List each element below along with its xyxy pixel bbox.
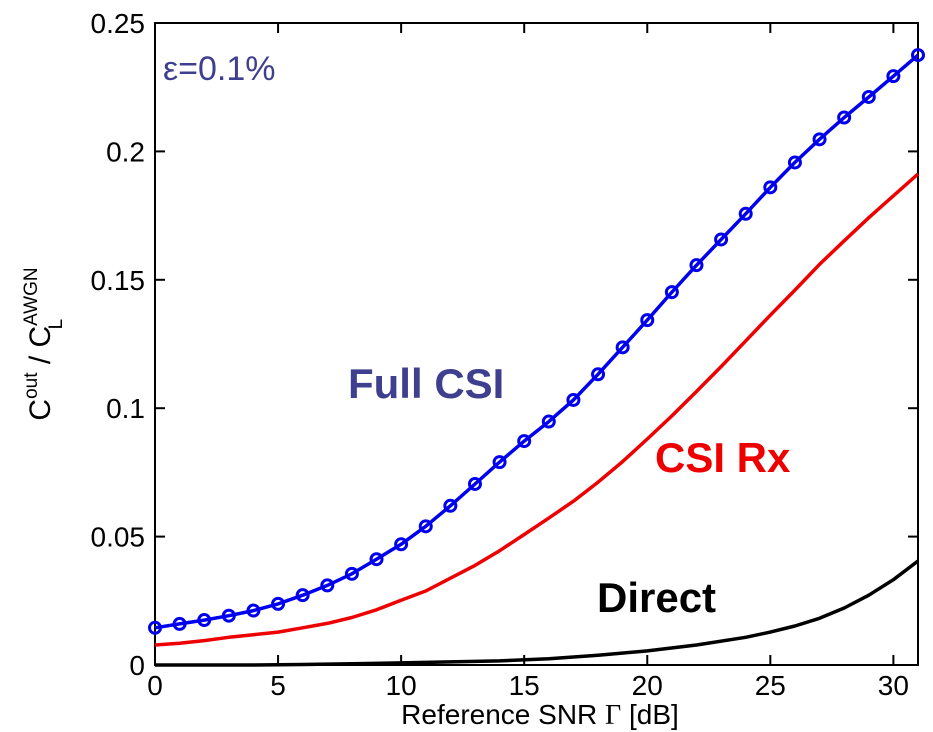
x-axis-label-prefix: Reference SNR (401, 699, 605, 730)
data-point-full-csi (320, 578, 335, 593)
series-line-full-csi (154, 53, 920, 630)
x-tick-label: 20 (632, 670, 663, 701)
data-point-full-csi (197, 613, 212, 628)
data-point-full-csi (664, 285, 679, 300)
data-point-full-csi (886, 69, 901, 84)
y-label-sup-awgn: AWGN (21, 267, 42, 325)
x-axis-label-symbol: Γ (605, 700, 621, 731)
x-axis-label-suffix: [dB] (621, 699, 679, 730)
data-point-full-csi (418, 519, 433, 534)
data-point-full-csi (295, 588, 310, 603)
series-layer (148, 48, 925, 667)
x-tick-label: 10 (386, 670, 417, 701)
x-axis-ticks: 0 5 10 15 20 25 30 (147, 23, 909, 701)
y-label-sup-out: out (21, 372, 42, 399)
series-label-full-csi: Full CSI (348, 360, 504, 407)
data-point-full-csi (344, 566, 359, 581)
y-tick-label: 0.15 (91, 265, 146, 296)
y-tick-label: 0.2 (106, 136, 145, 167)
y-tick-label: 0 (129, 650, 145, 681)
x-tick-label: 15 (509, 670, 540, 701)
data-point-full-csi (467, 476, 482, 491)
x-tick-label: 5 (270, 670, 286, 701)
data-point-full-csi (787, 155, 802, 170)
y-axis-label: Cout / CAWGN L (21, 267, 67, 420)
data-point-full-csi (492, 455, 507, 470)
data-point-full-csi (640, 313, 655, 328)
data-point-full-csi (271, 596, 286, 611)
plot-frame (154, 22, 919, 666)
data-point-full-csi (517, 434, 532, 449)
data-point-full-csi (591, 367, 606, 382)
series-label-csi-rx: CSI Rx (655, 434, 791, 481)
series-line-direct (155, 559, 920, 667)
data-point-full-csi (615, 340, 630, 355)
data-point-full-csi (714, 232, 729, 247)
data-point-full-csi (443, 498, 458, 513)
y-label-c-out: C (24, 399, 57, 421)
data-point-full-csi (394, 537, 409, 552)
series-line-csi-rx (154, 172, 920, 647)
data-point-full-csi (541, 414, 556, 429)
data-point-full-csi (689, 258, 704, 273)
y-label-sub-l: L (46, 319, 67, 330)
x-tick-label: 30 (878, 670, 909, 701)
data-point-full-csi (221, 608, 236, 623)
annotation-epsilon: ε=0.1% (163, 50, 276, 88)
x-axis-label: Reference SNR Γ [dB] (401, 699, 679, 731)
data-point-full-csi (369, 552, 384, 567)
x-tick-label: 0 (147, 670, 163, 701)
y-tick-label: 0.25 (91, 8, 146, 39)
x-tick-label: 25 (755, 670, 786, 701)
series-label-direct: Direct (597, 574, 716, 621)
data-point-full-csi (763, 180, 778, 195)
y-label-slash: / (24, 347, 57, 372)
data-point-full-csi (172, 616, 187, 631)
y-tick-label: 0.1 (106, 393, 145, 424)
data-point-full-csi (246, 603, 261, 618)
y-tick-label: 0.05 (91, 522, 146, 553)
data-point-full-csi (812, 132, 827, 147)
data-point-full-csi (148, 620, 162, 635)
data-point-full-csi (566, 392, 581, 407)
data-point-full-csi (837, 110, 852, 125)
y-axis-ticks: 0 0.05 0.1 0.15 0.2 0.25 (91, 8, 918, 681)
data-point-full-csi (861, 89, 876, 104)
data-point-full-csi (738, 206, 753, 221)
y-label-c-awgn: C (24, 326, 57, 348)
data-point-full-csi (911, 48, 925, 63)
